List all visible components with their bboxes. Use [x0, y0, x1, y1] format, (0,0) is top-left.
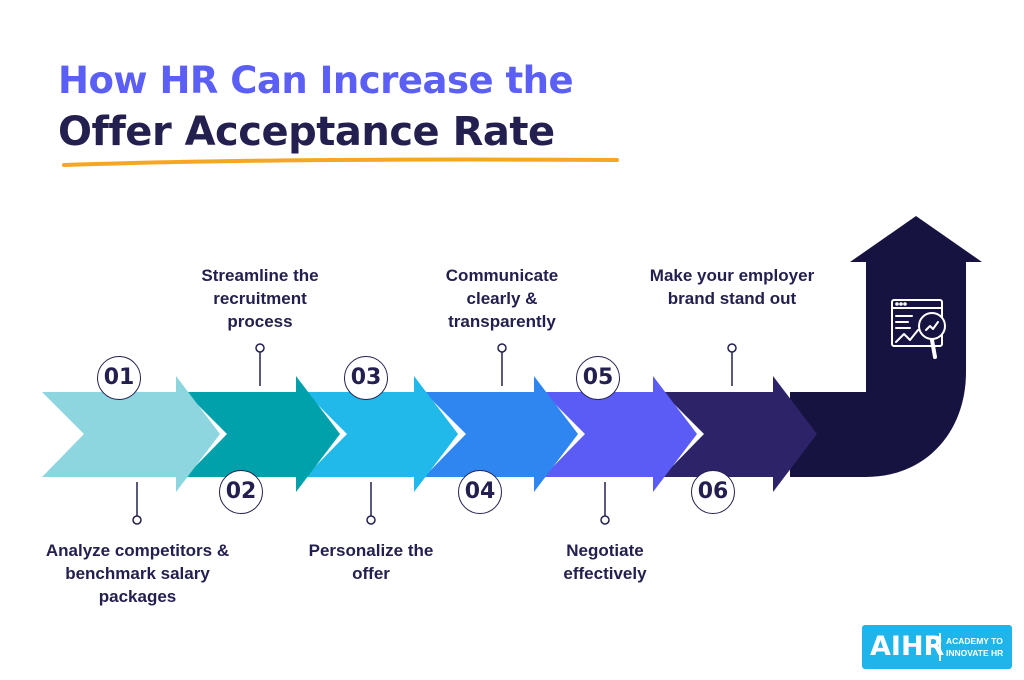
- connector-dot-step-01: [132, 515, 142, 525]
- step-label-06: Make your employer brand stand out: [649, 266, 815, 308]
- step-label-02: Streamline the recruitment process: [201, 266, 319, 331]
- analytics-magnifier-icon: [891, 299, 946, 359]
- chevron-step-05: [543, 376, 697, 492]
- step-number-03: 03: [344, 356, 388, 400]
- chevron-step-01: [42, 376, 220, 492]
- chevron-step-06: [662, 376, 817, 492]
- step-label-04: Communicate clearly & transparently: [445, 266, 559, 331]
- chevron-step-03: [305, 376, 458, 492]
- chevron-step-02: [185, 376, 340, 492]
- step-number-01: 01: [97, 356, 141, 400]
- page-title: How HR Can Increase the Offer Acceptance…: [58, 58, 658, 158]
- step-label-05: Negotiate effectively: [563, 541, 647, 583]
- logo-divider: [939, 633, 941, 661]
- step-label-01: Analyze competitors & benchmark salary p…: [45, 541, 230, 606]
- connector-dot-step-04: [497, 343, 507, 353]
- logo-tagline: ACADEMY TO INNOVATE HR: [946, 636, 1004, 658]
- step-label-03: Personalize the offer: [308, 541, 434, 583]
- title-line-1: How HR Can Increase the: [58, 59, 574, 102]
- final-arrow: [790, 216, 982, 477]
- step-number-05: 05: [576, 356, 620, 400]
- step-number-02: 02: [219, 470, 263, 514]
- title-underline: [62, 157, 619, 167]
- step-number-04: 04: [458, 470, 502, 514]
- logo-background: [862, 625, 1012, 669]
- aihr-logo: AIHR ACADEMY TO INNOVATE HR: [862, 625, 1012, 669]
- connector-dot-step-05: [600, 515, 610, 525]
- title-line-2: Offer Acceptance Rate: [58, 109, 555, 155]
- connector-dot-step-03: [366, 515, 376, 525]
- chevron-step-04: [424, 376, 578, 492]
- connector-dot-step-06: [727, 343, 737, 353]
- connector-dot-step-02: [255, 343, 265, 353]
- step-number-06: 06: [691, 470, 735, 514]
- logo-name: AIHR: [870, 631, 945, 662]
